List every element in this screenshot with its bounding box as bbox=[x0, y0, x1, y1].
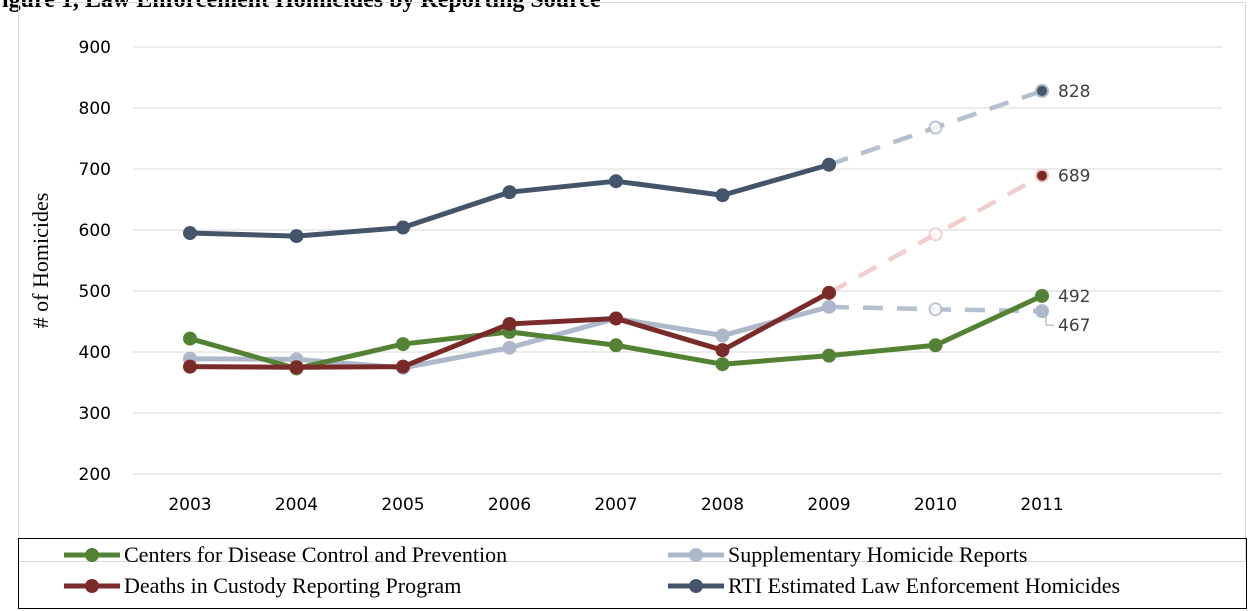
y-tick-label: 500 bbox=[79, 282, 111, 302]
data-label: 689 bbox=[1058, 167, 1090, 187]
legend-label: Centers for Disease Control and Preventi… bbox=[124, 542, 507, 567]
data-point bbox=[822, 157, 836, 172]
chart-frame bbox=[18, 2, 1246, 562]
x-tick-label: 2006 bbox=[488, 495, 531, 515]
projected-point bbox=[1035, 83, 1049, 98]
data-point bbox=[715, 188, 730, 203]
projected-point bbox=[928, 302, 943, 317]
projected-point bbox=[928, 227, 943, 242]
data-point bbox=[609, 311, 623, 326]
data-point bbox=[822, 285, 836, 300]
y-axis-label: # of Homicides bbox=[28, 193, 53, 329]
series-line bbox=[187, 162, 832, 239]
data-point bbox=[822, 348, 836, 363]
legend-label: Deaths in Custody Reporting Program bbox=[124, 573, 461, 598]
y-tick-label: 600 bbox=[79, 221, 111, 241]
legend-box bbox=[18, 538, 1247, 609]
y-tick-label: 900 bbox=[79, 38, 111, 58]
data-point bbox=[715, 343, 730, 358]
x-tick-label: 2010 bbox=[914, 495, 957, 515]
label-leader-line bbox=[1045, 315, 1054, 326]
data-point bbox=[183, 359, 197, 374]
data-point bbox=[396, 359, 410, 374]
data-point bbox=[609, 338, 623, 353]
figure-title: igure 1, Law Enforcement Homicides by Re… bbox=[2, 0, 601, 13]
legend-swatch-marker bbox=[85, 579, 99, 593]
legend-swatch-marker bbox=[85, 548, 99, 562]
data-label: 492 bbox=[1058, 287, 1090, 307]
x-tick-label: 2007 bbox=[594, 495, 637, 515]
legend-label: Supplementary Homicide Reports bbox=[728, 542, 1027, 567]
data-point bbox=[183, 331, 197, 346]
data-point bbox=[609, 174, 623, 189]
data-point bbox=[502, 340, 517, 355]
data-label: 828 bbox=[1058, 82, 1090, 102]
x-tick-label: 2011 bbox=[1020, 495, 1063, 515]
data-point bbox=[396, 337, 410, 352]
projected-point bbox=[1035, 168, 1049, 183]
y-tick-label: 200 bbox=[79, 465, 111, 485]
projected-point bbox=[928, 120, 943, 135]
data-point bbox=[289, 229, 304, 244]
data-point bbox=[183, 226, 197, 241]
data-point bbox=[289, 360, 304, 375]
data-point bbox=[502, 316, 517, 331]
y-tick-label: 700 bbox=[79, 160, 111, 180]
x-tick-label: 2004 bbox=[275, 495, 318, 515]
data-label: 467 bbox=[1058, 316, 1090, 336]
y-tick-label: 300 bbox=[79, 404, 111, 424]
data-point bbox=[715, 328, 730, 343]
data-point bbox=[396, 220, 410, 235]
y-tick-label: 400 bbox=[79, 343, 111, 363]
data-point bbox=[928, 338, 943, 353]
data-point bbox=[1035, 288, 1049, 303]
x-tick-label: 2008 bbox=[701, 495, 744, 515]
projected-point bbox=[1035, 304, 1049, 319]
data-point bbox=[822, 299, 836, 314]
legend-label: RTI Estimated Law Enforcement Homicides bbox=[728, 573, 1120, 598]
x-tick-label: 2009 bbox=[807, 495, 850, 515]
data-point bbox=[502, 185, 517, 200]
y-tick-label: 800 bbox=[79, 99, 111, 119]
data-point bbox=[715, 357, 730, 372]
legend-swatch-marker bbox=[689, 548, 703, 562]
x-tick-label: 2003 bbox=[168, 495, 211, 515]
legend-swatch-marker bbox=[689, 579, 703, 593]
x-tick-label: 2005 bbox=[381, 495, 424, 515]
